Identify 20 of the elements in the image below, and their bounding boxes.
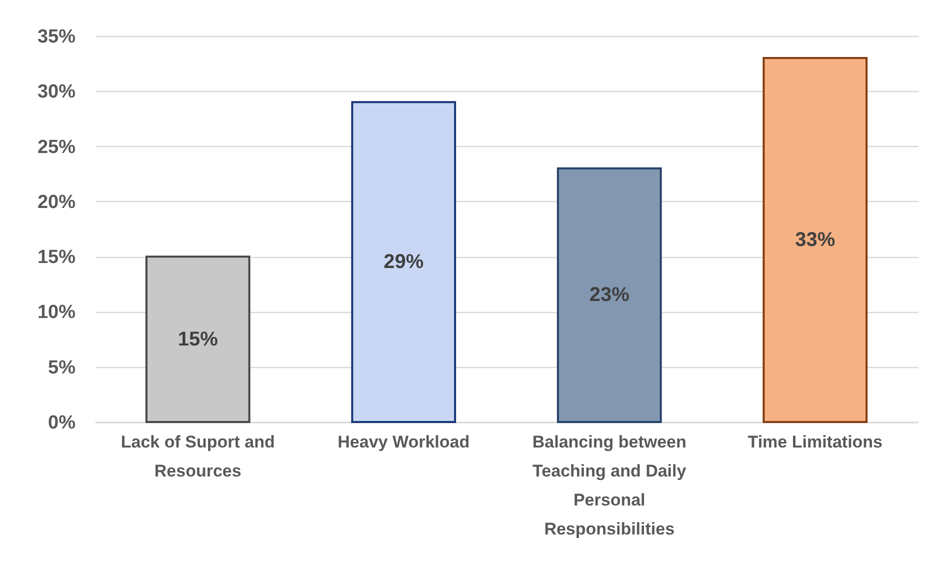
- y-tick-label: 10%: [37, 302, 76, 324]
- bar: [145, 256, 250, 423]
- x-tick-label: Lack of Suport and Resources: [120, 432, 275, 480]
- x-tick-label: Heavy Workload: [338, 432, 470, 452]
- y-tick-label: 5%: [48, 357, 76, 378]
- bar: [351, 101, 456, 423]
- data-label: 33%: [795, 229, 836, 252]
- y-tick-label: 0%: [48, 412, 76, 434]
- y-tick-label: 20%: [37, 192, 76, 213]
- x-tick-label: Time Limitations: [748, 432, 883, 452]
- data-label: 23%: [589, 284, 630, 306]
- data-label: 15%: [178, 328, 218, 350]
- data-label: 29%: [384, 251, 424, 274]
- x-tick-label: Balancing between Teaching and Daily Personal Responsibilities: [532, 432, 687, 538]
- bar: [556, 167, 662, 423]
- y-tick-label: 35%: [37, 26, 76, 48]
- y-tick-label: 15%: [37, 247, 76, 268]
- y-tick-label: 25%: [37, 136, 76, 158]
- y-tick-label: 30%: [37, 82, 76, 103]
- bar: [762, 57, 868, 423]
